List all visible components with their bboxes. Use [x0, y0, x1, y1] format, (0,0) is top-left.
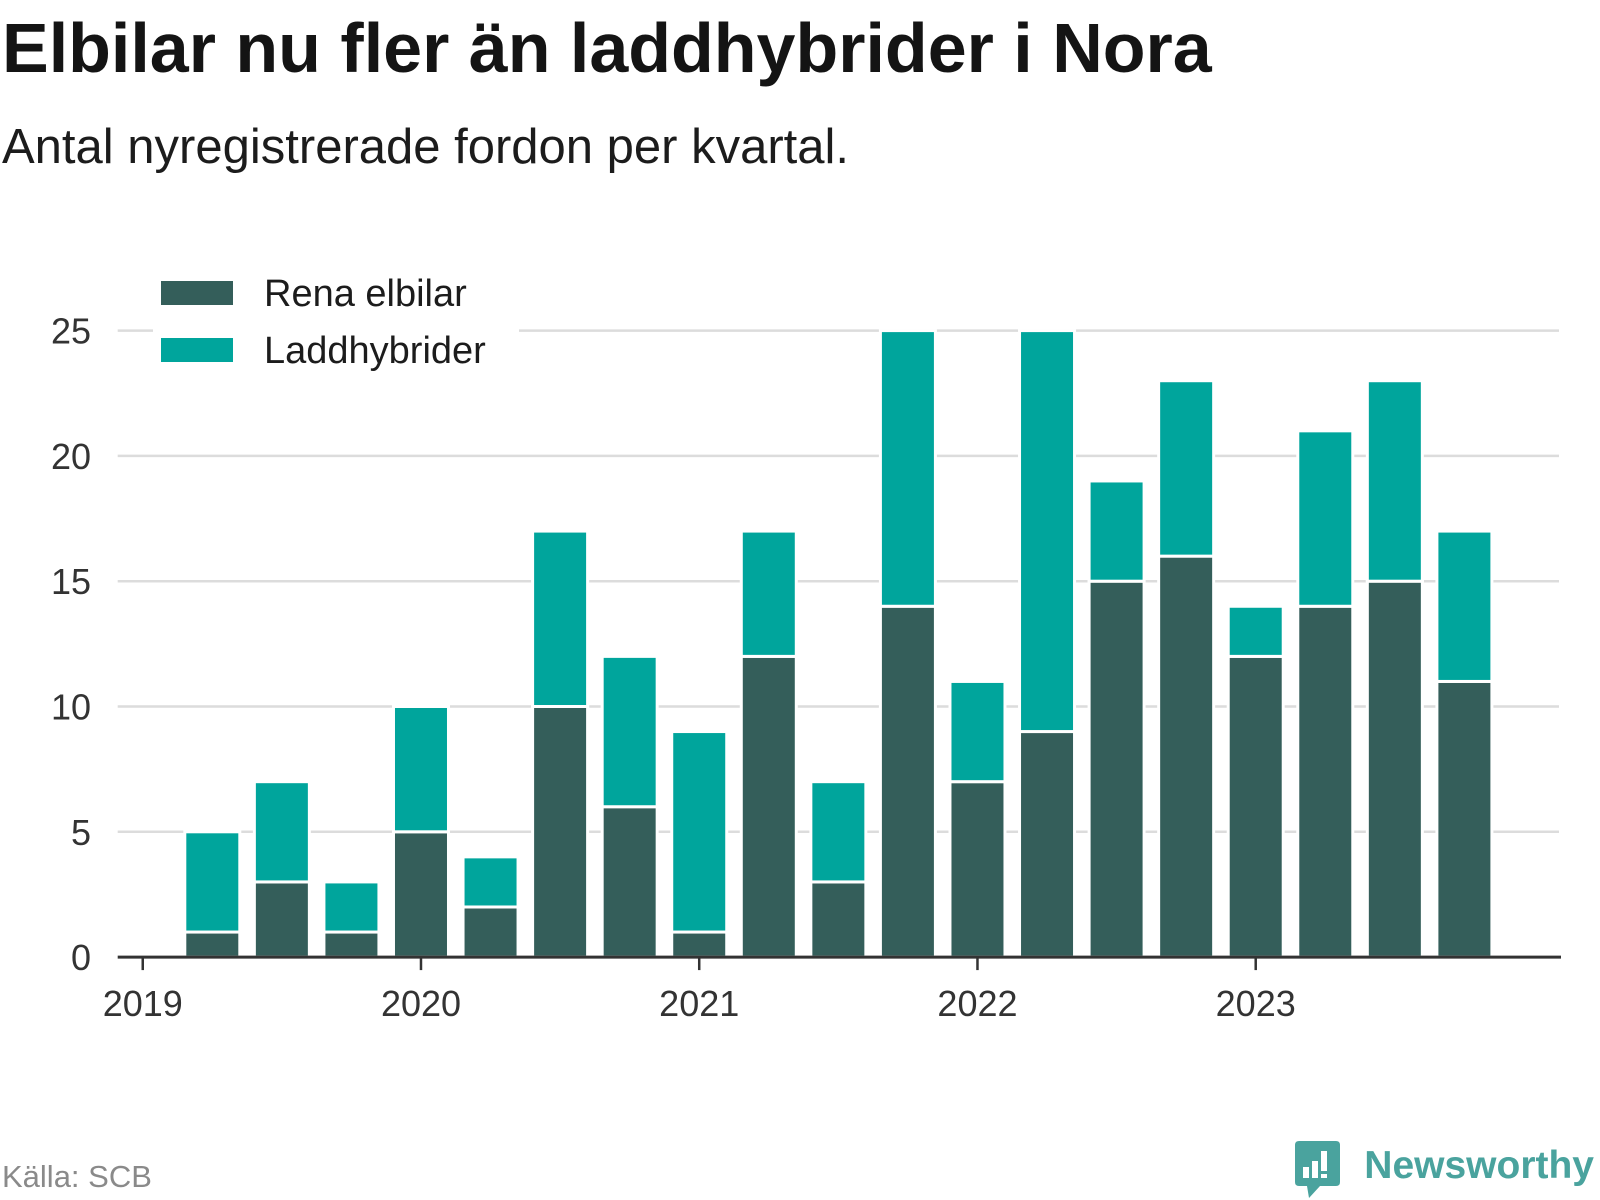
- bar-rena-elbilar-6: [600, 805, 659, 959]
- bar-rena-elbilar-13: [1087, 579, 1146, 959]
- bar-rena-elbilar-12: [1018, 730, 1077, 959]
- logo-dot: [1321, 1174, 1327, 1178]
- bar-rena-elbilar-10: [878, 604, 937, 959]
- chart-title: Elbilar nu fler än laddhybrider i Nora: [2, 9, 1213, 87]
- bar-laddhybrider-5: [531, 529, 590, 709]
- bar-laddhybrider-10: [878, 329, 937, 608]
- bar-laddhybrider-18: [1435, 529, 1494, 683]
- legend-swatch-laddhybrider: [161, 338, 233, 362]
- logo-bar-short: [1303, 1167, 1309, 1178]
- legend-label-laddhybrider: Laddhybrider: [264, 330, 486, 372]
- chart-subtitle: Antal nyregistrerade fordon per kvartal.: [2, 120, 849, 174]
- y-tick-label: 10: [51, 687, 91, 728]
- bar-rena-elbilar-7: [670, 930, 729, 959]
- bar-rena-elbilar-16: [1296, 604, 1355, 959]
- y-tick-label: 20: [51, 436, 91, 477]
- bar-laddhybrider-1: [252, 780, 311, 884]
- bar-laddhybrider-17: [1365, 379, 1424, 583]
- bar-laddhybrider-7: [670, 730, 729, 934]
- bar-rena-elbilar-11: [948, 780, 1007, 959]
- legend-label-rena-elbilar: Rena elbilar: [264, 273, 467, 315]
- bar-laddhybrider-9: [809, 780, 868, 884]
- x-tick-label: 2023: [1216, 983, 1296, 1024]
- bar-rena-elbilar-17: [1365, 579, 1424, 959]
- axes: 2019 2020 2021 2022 2023 0 5 10 15 20 25: [51, 311, 1561, 1024]
- bar-laddhybrider-8: [739, 529, 798, 658]
- bar-laddhybrider-12: [1018, 329, 1077, 734]
- bar-laddhybrider-13: [1087, 479, 1146, 583]
- y-tick-label: 5: [71, 812, 91, 853]
- bar-rena-elbilar-18: [1435, 679, 1494, 959]
- bar-rena-elbilar-9: [809, 880, 868, 959]
- logo-bar-tall: [1321, 1151, 1327, 1171]
- legend: Rena elbilar Laddhybrider: [153, 266, 519, 372]
- brand-name: Newsworthy: [1364, 1144, 1594, 1187]
- bar-laddhybrider-15: [1226, 604, 1285, 658]
- x-tick-label: 2020: [381, 983, 461, 1024]
- y-tick-label: 25: [51, 311, 91, 352]
- bar-laddhybrider-6: [600, 654, 659, 809]
- source-note: Källa: SCB: [2, 1159, 152, 1194]
- y-tick-label: 0: [71, 937, 91, 978]
- bar-rena-elbilar-8: [739, 654, 798, 959]
- bar-laddhybrider-0: [183, 830, 242, 934]
- y-tick-label: 15: [51, 561, 91, 602]
- bar-rena-elbilar-14: [1157, 554, 1216, 959]
- bar-rena-elbilar-15: [1226, 654, 1285, 959]
- brand-logo: Newsworthy: [1295, 1141, 1594, 1198]
- newsworthy-logo-icon: [1295, 1141, 1340, 1198]
- x-tick-label: 2022: [937, 983, 1017, 1024]
- bar-laddhybrider-3: [391, 705, 450, 834]
- x-tick-label: 2019: [103, 983, 183, 1024]
- logo-bar-medium: [1312, 1161, 1318, 1178]
- x-tick-label: 2021: [659, 983, 739, 1024]
- bar-rena-elbilar-1: [252, 880, 311, 959]
- bar-rena-elbilar-2: [322, 930, 381, 959]
- bar-laddhybrider-2: [322, 880, 381, 934]
- bar-laddhybrider-4: [461, 855, 520, 909]
- bar-laddhybrider-16: [1296, 429, 1355, 608]
- bar-rena-elbilar-3: [391, 830, 450, 959]
- bar-area: [183, 329, 1494, 959]
- bar-rena-elbilar-5: [531, 705, 590, 959]
- legend-swatch-rena-elbilar: [161, 281, 233, 305]
- bar-laddhybrider-11: [948, 679, 1007, 784]
- bar-laddhybrider-14: [1157, 379, 1216, 558]
- bar-rena-elbilar-4: [461, 905, 520, 959]
- bar-rena-elbilar-0: [183, 930, 242, 959]
